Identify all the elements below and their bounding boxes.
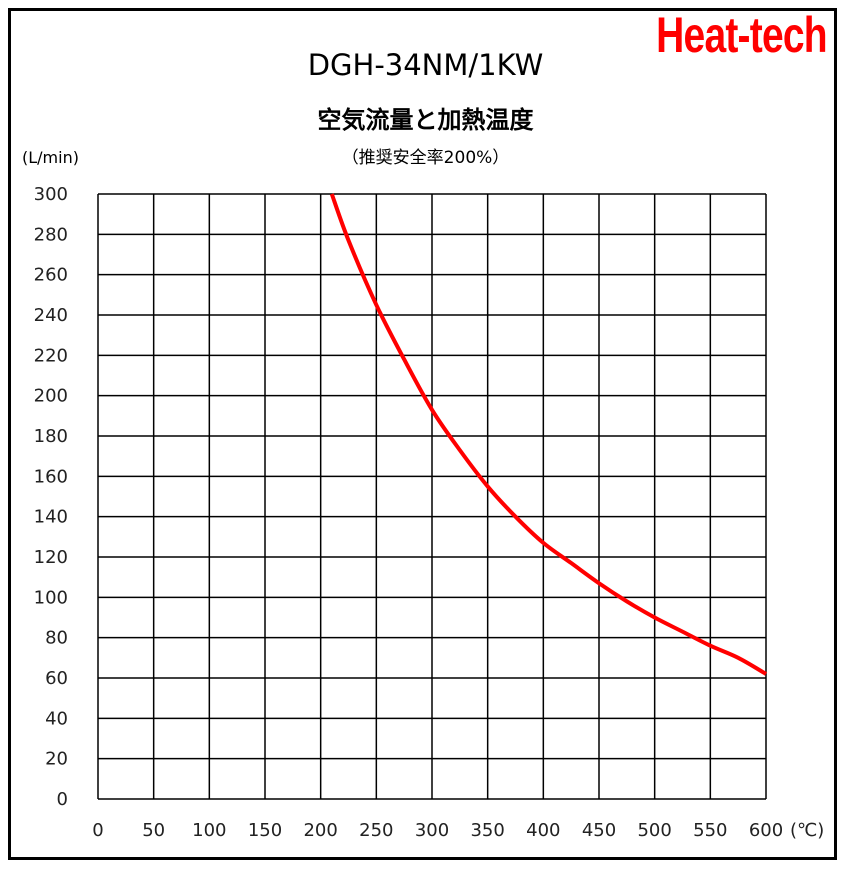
x-tick-label: 150 [248, 820, 282, 841]
y-axis-unit-label: (L/min) [22, 148, 79, 167]
x-tick-label: 50 [142, 820, 165, 841]
x-tick-label: 450 [582, 820, 616, 841]
x-tick-label: 250 [359, 820, 393, 841]
y-tick-label: 120 [34, 547, 68, 568]
x-tick-label: 500 [637, 820, 671, 841]
x-tick-labels: 0 50 100 150 200 250 300 350 400 450 500 550 600 [92, 820, 783, 841]
y-tick-label: 300 [34, 184, 68, 205]
x-axis-unit-label: (℃) [790, 820, 824, 841]
y-tick-label: 140 [34, 507, 68, 528]
x-tick-label: 200 [303, 820, 337, 841]
y-tick-label: 100 [34, 587, 68, 608]
y-tick-label: 260 [34, 265, 68, 286]
chart-subtitle: 空気流量と加熱温度 [317, 106, 534, 134]
x-tick-label: 0 [92, 820, 103, 841]
x-tick-label: 550 [693, 820, 727, 841]
y-tick-label: 80 [45, 628, 68, 649]
x-tick-label: 100 [192, 820, 226, 841]
y-tick-label: 240 [34, 305, 68, 326]
x-tick-label: 350 [470, 820, 504, 841]
chart-note: （推奨安全率200%） [341, 148, 510, 168]
y-tick-label: 280 [34, 224, 68, 245]
y-tick-label: 180 [34, 426, 68, 447]
x-tick-label: 300 [415, 820, 449, 841]
y-tick-label: 220 [34, 345, 68, 366]
x-tick-label: 600 [749, 820, 783, 841]
chart-grid [97, 193, 767, 800]
y-tick-label: 160 [34, 466, 68, 487]
y-tick-label: 20 [45, 749, 68, 770]
chart-title: DGH-34NM/1KW [307, 48, 544, 82]
y-tick-labels: 0 20 40 60 80 100 120 140 160 180 200 220 240 260 280 3… [34, 184, 68, 810]
y-tick-label: 60 [45, 668, 68, 689]
airflow-curve [329, 193, 768, 676]
y-tick-label: 200 [34, 386, 68, 407]
y-tick-label: 40 [45, 708, 68, 729]
y-tick-label: 0 [57, 789, 68, 810]
x-tick-label: 400 [526, 820, 560, 841]
heat-tech-logo: Heat-tech [656, 7, 827, 63]
